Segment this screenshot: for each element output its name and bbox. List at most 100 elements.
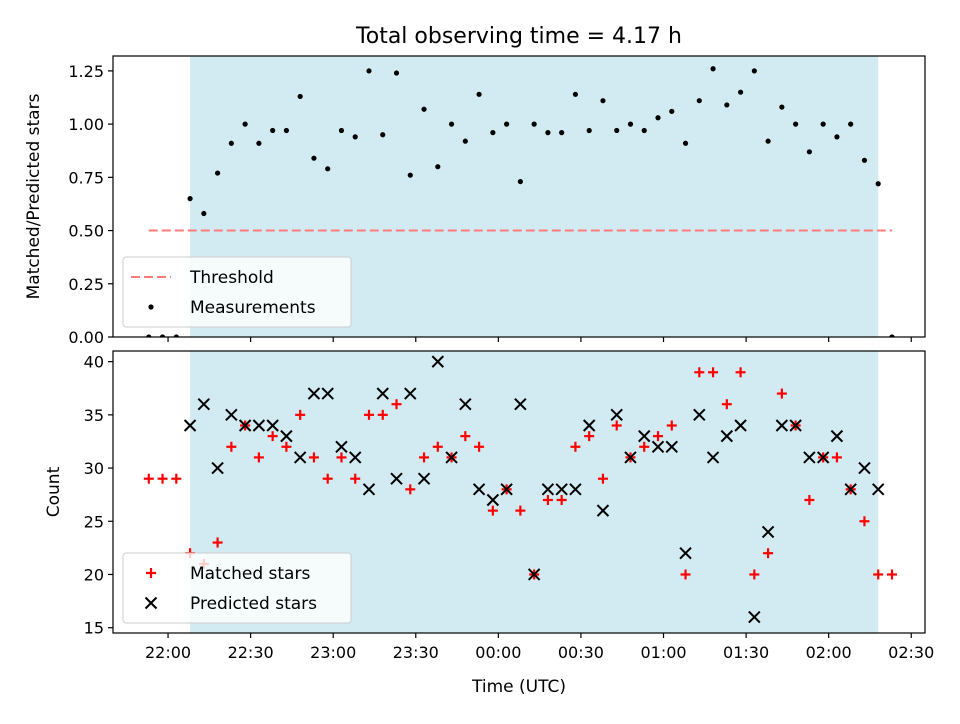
count-panel: 15 20 25 30 35 40 22:00 22:30 23:00 23:30 00:00 00:… [84,350,934,662]
matched-star-point [515,505,526,516]
measurement-point [806,149,812,155]
x-tick-label: 23:30 [393,643,439,662]
x-marker-b [362,483,376,496]
predicted-star-point [748,610,761,624]
x-tick-label: 02:00 [806,643,852,662]
predicted-star-point [541,483,555,496]
matched-star-point [735,367,746,378]
x-marker-b [816,451,830,464]
x-marker-b [500,483,513,496]
measurement-point [173,334,179,337]
predicted-star-point [417,472,431,485]
matched-star-point [281,441,292,452]
x-marker-b [321,387,334,400]
count-y-axis-label: Count [44,466,64,517]
predicted-star-point [761,525,775,539]
predicted-star-point [431,355,445,368]
measurement-point [627,121,634,127]
measurement-point [861,157,868,163]
predicted-star-point [472,483,486,496]
measurement-point [889,334,895,337]
axes-frame [112,350,926,634]
x-marker-b [789,419,802,432]
matched-star-point [666,420,677,431]
x-marker-b [390,472,403,485]
legend-box [122,552,352,624]
measurement-point [848,121,854,127]
x-marker-b [266,419,279,432]
predicted-star-point [624,451,637,464]
measurement-point [380,132,386,138]
x-marker-b [582,419,596,432]
matched-star-point [432,441,443,452]
measurement-point [682,140,689,146]
predicted-star-point [555,483,568,496]
x-tick-label: 02:30 [888,643,934,662]
ratio-panel: 0.00 0.25 0.50 0.75 1.00 1.25 Threshold Measure… [68,55,926,347]
matched-star-point [763,548,774,559]
matched-star-point [336,452,347,463]
x-marker-b [459,398,472,411]
x-tick-label: 22:00 [145,643,191,662]
y-tick-label: 0.75 [68,168,104,187]
measurement-point [531,121,537,127]
x-marker-b [335,440,348,453]
chart-title: Total observing time = 4.17 h [355,24,682,49]
matched-star-point [487,505,498,516]
measurement-point [462,138,468,144]
x-marker-b [472,483,486,496]
x-marker-b [225,408,238,422]
measurement-point [586,127,592,134]
x-marker-b [197,398,211,411]
predicted-star-point [266,419,279,432]
predicted-star-point [459,398,472,411]
x-marker-b [144,596,158,610]
matched-star-point [873,569,884,580]
predicted-star-point [720,429,734,443]
y-tick-label: 0.00 [68,328,104,347]
measurement-point [490,130,496,136]
matched-star-point [391,399,402,410]
predicted-star-point [693,408,706,422]
matched-star-point [776,388,787,399]
measurement-point [421,106,427,112]
matched-star-point [694,367,705,378]
matched-star-point [859,516,870,527]
predicted-star-point [225,408,238,422]
measurement-point [737,89,744,95]
x-marker-b [486,493,500,507]
predicted-star-point [789,419,802,432]
x-marker-b [761,525,775,539]
matched-star-point [653,431,664,442]
matched-star-point [419,452,430,463]
matched-star-point [405,484,416,495]
predicted-star-point [197,398,211,411]
x-tick-label: 23:00 [310,643,356,662]
x-marker-b [445,451,458,464]
measurement-point [724,102,730,108]
x-marker-b [349,451,362,464]
measurement-point [710,66,716,72]
measurement-point [256,140,262,146]
measurement-point [779,104,785,110]
measurement-point [214,170,221,176]
measurement-point [572,91,579,97]
predicted-star-point [238,419,252,432]
predicted-star-point [610,408,623,422]
matched-star-point [804,494,815,505]
measurement-point [545,130,551,136]
matched-star-point [171,473,182,484]
predicted-star-point [816,451,830,464]
ratio-y-axis-label: Matched/Predicted stars [24,93,44,299]
measurement-point [476,91,482,97]
matched-star-point [597,473,608,484]
predicted-star-point [362,483,376,496]
y-tick-label: 1.00 [68,115,104,134]
matched-star-point [474,441,485,452]
predicted-star-point [679,546,692,560]
predicted-star-point [638,429,651,443]
predicted-star-point [803,451,816,464]
measurement-point [270,127,276,134]
x-marker-b [569,483,582,496]
